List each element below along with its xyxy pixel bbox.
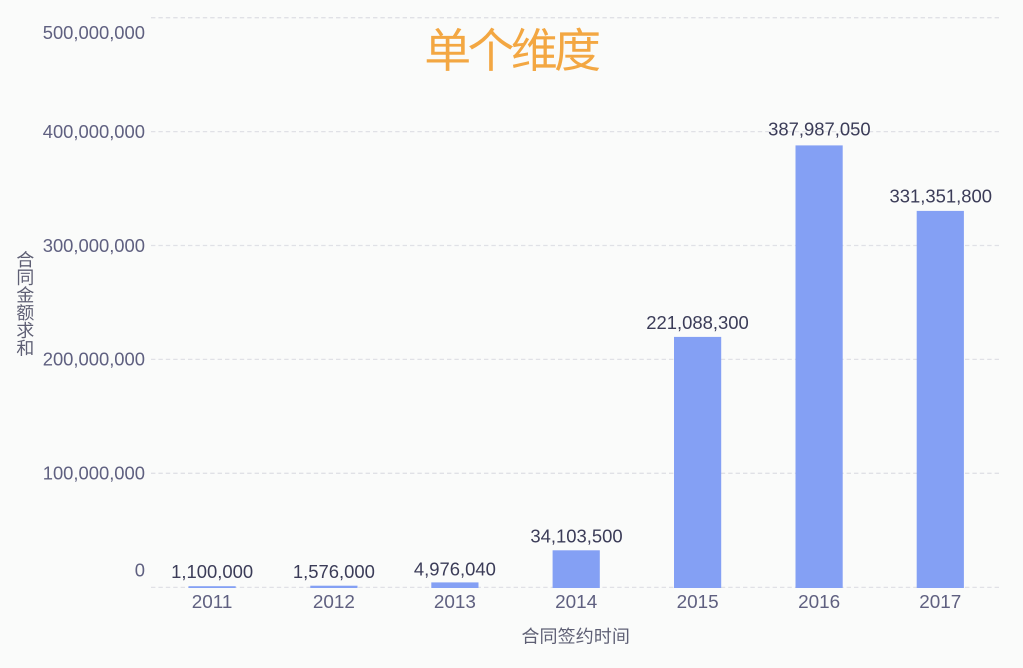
svg-text:34,103,500: 34,103,500 <box>530 526 622 547</box>
svg-text:400,000,000: 400,000,000 <box>43 121 145 142</box>
svg-text:200,000,000: 200,000,000 <box>43 349 145 370</box>
svg-text:2012: 2012 <box>313 592 355 613</box>
svg-text:300,000,000: 300,000,000 <box>43 235 145 256</box>
svg-text:4,976,040: 4,976,040 <box>414 558 496 579</box>
svg-text:2015: 2015 <box>677 592 719 613</box>
svg-text:2014: 2014 <box>555 592 597 613</box>
svg-text:500,000,000: 500,000,000 <box>43 22 145 43</box>
svg-text:331,351,800: 331,351,800 <box>890 186 993 207</box>
svg-text:2016: 2016 <box>798 592 840 613</box>
svg-text:221,088,300: 221,088,300 <box>646 312 749 333</box>
svg-text:0: 0 <box>135 560 145 581</box>
svg-text:387,987,050: 387,987,050 <box>768 119 871 140</box>
svg-text:1,576,000: 1,576,000 <box>293 561 375 582</box>
svg-text:100,000,000: 100,000,000 <box>43 463 145 484</box>
svg-text:2013: 2013 <box>434 592 476 613</box>
svg-text:1,100,000: 1,100,000 <box>171 561 253 582</box>
svg-text:2011: 2011 <box>192 592 233 613</box>
svg-text:2017: 2017 <box>919 592 961 613</box>
